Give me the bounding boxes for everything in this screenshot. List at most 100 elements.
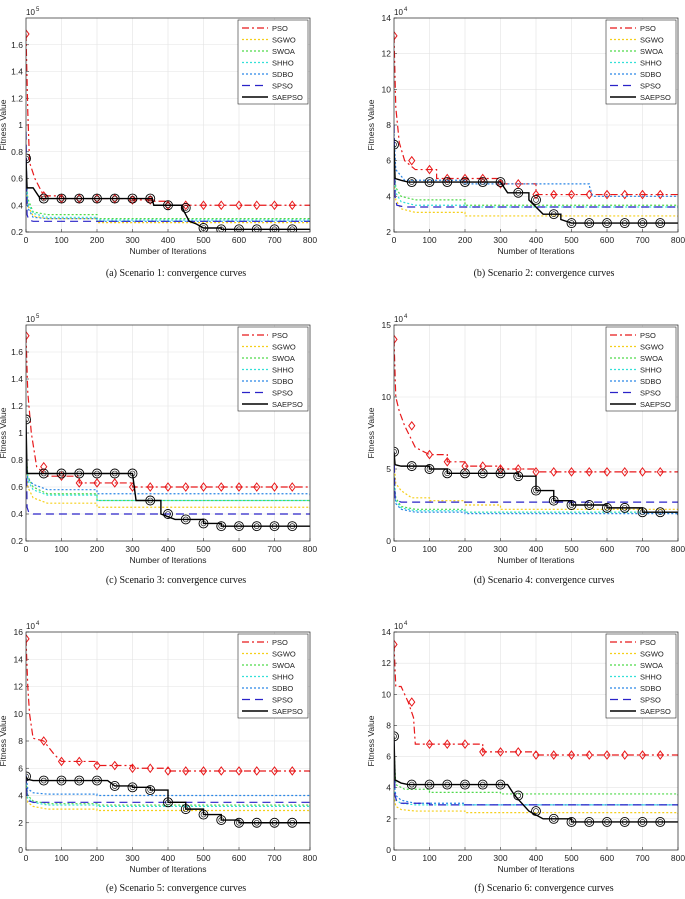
y-tick-label: 4	[386, 783, 391, 793]
marker-saepso	[26, 414, 31, 425]
marker-saepso	[163, 200, 173, 211]
marker-saepso	[251, 224, 262, 232]
marker-saepso	[655, 507, 666, 518]
marker-pso	[26, 330, 30, 341]
legend-box	[237, 326, 309, 412]
series-line-spso	[394, 124, 678, 208]
marker-pso	[217, 482, 225, 492]
panel-caption: (d) Scenario 4: convergence curves	[474, 575, 615, 586]
exponent-power: 4	[36, 621, 40, 627]
x-tick-label: 500	[196, 853, 210, 863]
series-group	[394, 639, 678, 827]
x-tick-label: 200	[458, 235, 472, 245]
series-line-spso	[394, 740, 678, 806]
marker-saepso-inner	[604, 505, 610, 511]
legend-label-sdbo: SDBO	[272, 70, 293, 79]
marker-saepso	[619, 502, 630, 513]
marker-saepso-inner	[586, 502, 593, 508]
exponent-label: 10	[26, 8, 35, 17]
legend-label-sgwo: SGWO	[272, 36, 296, 45]
marker-saepso-inner	[444, 179, 451, 185]
marker-saepso	[477, 779, 488, 790]
marker-saepso-inner	[568, 220, 575, 226]
y-tick-label: 14	[382, 627, 392, 637]
series-line-spso	[26, 426, 310, 515]
series-line-spso	[26, 131, 310, 222]
legend-label-pso: PSO	[272, 331, 288, 340]
marker-saepso-inner	[550, 497, 557, 504]
x-tick-label: 800	[671, 235, 685, 245]
y-tick-label: 0.2	[11, 536, 23, 546]
marker-pso	[111, 478, 119, 488]
y-tick-label: 14	[382, 13, 392, 23]
marker-saepso-inner	[639, 509, 646, 516]
marker-saepso-inner	[218, 523, 225, 529]
series-line-shho	[26, 175, 310, 221]
series-line-sgwo	[394, 461, 678, 511]
marker-saepso-inner	[497, 179, 504, 185]
marker-saepso	[424, 779, 435, 790]
x-tick-label: 300	[125, 544, 139, 554]
marker-saepso	[198, 809, 209, 820]
marker-saepso-inner	[129, 470, 136, 477]
marker-pso	[253, 482, 261, 492]
x-axis-label: Number of Iterations	[129, 246, 206, 256]
legend-box	[237, 19, 309, 105]
marker-saepso-inner	[58, 195, 65, 202]
legend: PSO SGWO SWOA SHHO SDBO SPSO SAEPSO	[605, 19, 677, 105]
legend: PSO SGWO SWOA SHHO SDBO SPSO SAEPSO	[237, 326, 309, 412]
marker-saepso	[234, 521, 244, 532]
y-axis-label: Fitness Value	[0, 99, 8, 150]
marker-saepso-inner	[182, 205, 189, 211]
x-tick-label: 0	[392, 544, 397, 554]
x-tick-label: 200	[90, 235, 104, 245]
y-tick-label: 10	[14, 709, 24, 719]
marker-saepso-inner	[462, 179, 468, 185]
x-tick-label: 500	[564, 235, 578, 245]
marker-saepso-inner	[408, 179, 415, 185]
marker-saepso	[602, 817, 612, 827]
marker-pso	[199, 766, 208, 776]
marker-saepso	[394, 139, 399, 150]
marker-pso	[164, 766, 172, 776]
x-tick-label: 800	[671, 544, 685, 554]
axes-box	[25, 631, 311, 851]
marker-saepso	[198, 518, 209, 529]
marker-saepso-inner	[26, 416, 29, 423]
y-tick-label: 6	[386, 156, 391, 166]
legend-label-saepso: SAEPSO	[272, 93, 303, 102]
marker-saepso	[442, 779, 453, 790]
marker-pso	[567, 189, 576, 200]
marker-saepso	[251, 817, 262, 828]
marker-saepso-inner	[444, 470, 451, 477]
marker-saepso-inner	[515, 473, 522, 480]
series-line-sdbo	[26, 459, 310, 497]
marker-saepso	[394, 731, 399, 742]
marker-saepso-inner	[533, 197, 539, 203]
exponent-label: 10	[394, 315, 403, 324]
x-tick-label: 400	[161, 853, 175, 863]
marker-saepso	[287, 817, 298, 828]
marker-pso	[496, 747, 505, 757]
marker-saepso-inner	[408, 463, 415, 469]
series-line-saepso	[394, 144, 678, 224]
marker-saepso	[56, 193, 67, 204]
legend-label-pso: PSO	[272, 24, 288, 33]
marker-pso	[199, 482, 208, 492]
legend-label-saepso: SAEPSO	[640, 400, 671, 409]
legend-label-pso: PSO	[640, 331, 656, 340]
legend-label-shho: SHHO	[640, 673, 662, 682]
series-line-pso	[394, 35, 678, 197]
marker-saepso	[460, 779, 470, 790]
marker-pso	[567, 750, 576, 760]
marker-saepso	[216, 521, 227, 532]
marker-saepso	[584, 218, 595, 229]
marker-saepso	[477, 177, 488, 188]
series-line-shho	[26, 453, 310, 504]
marker-saepso	[602, 218, 612, 229]
marker-saepso	[460, 177, 470, 188]
y-tick-label: 14	[14, 654, 24, 664]
chart-panel-3: 0 100 200 300 400 500 600 700 800 0.2 0.4 0.6 0.8 1 1.…	[0, 314, 317, 586]
y-tick-label: 10	[382, 689, 392, 699]
marker-saepso-inner	[444, 781, 451, 788]
